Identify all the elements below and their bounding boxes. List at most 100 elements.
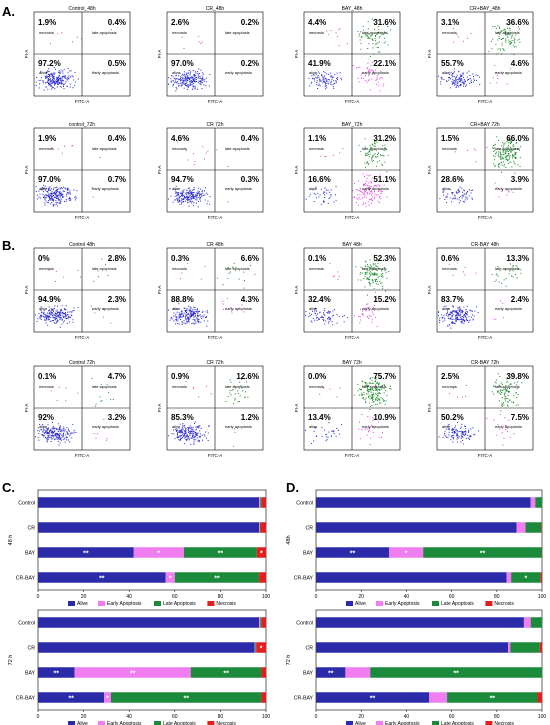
legend-label: Late Apoptosis (163, 601, 196, 607)
event-dot (449, 428, 450, 430)
event-dot (340, 77, 342, 79)
event-dot (53, 427, 55, 429)
event-dot (189, 310, 191, 312)
event-dot (326, 80, 328, 82)
event-dot (329, 72, 331, 74)
event-dot (494, 166, 496, 168)
event-dot (64, 187, 66, 189)
event-dot (185, 311, 186, 313)
event-dot (365, 154, 367, 156)
event-dot (367, 21, 369, 23)
event-dot (361, 268, 363, 269)
event-dot (186, 81, 188, 83)
event-dot (41, 189, 43, 191)
event-dot (51, 85, 52, 87)
event-dot (442, 316, 444, 318)
event-dot (364, 33, 366, 35)
event-dot (470, 436, 472, 437)
event-dot (376, 281, 378, 282)
event-dot (59, 436, 60, 438)
event-dot (320, 74, 322, 76)
event-dot (188, 439, 190, 441)
event-dot (182, 190, 184, 192)
event-dot (384, 270, 386, 272)
event-dot (459, 315, 461, 317)
event-dot (360, 190, 362, 192)
event-dot (512, 150, 514, 151)
event-dot (371, 272, 373, 274)
event-dot (174, 79, 176, 81)
event-dot (37, 430, 39, 432)
event-dot (377, 184, 379, 186)
event-dot (455, 317, 457, 319)
event-dot (390, 388, 392, 390)
event-dot (200, 69, 202, 71)
event-dot (63, 321, 64, 323)
significance-mark: ** (183, 696, 189, 703)
event-dot (498, 166, 500, 168)
event-dot (185, 438, 187, 440)
event-dot (51, 188, 53, 190)
event-dot (182, 195, 184, 197)
event-dot (309, 85, 311, 87)
event-dot (46, 432, 48, 434)
event-dot (190, 191, 192, 193)
event-dot (178, 316, 180, 318)
event-dot (368, 37, 370, 39)
event-dot (183, 48, 185, 50)
event-dot (192, 196, 194, 198)
event-dot (196, 81, 197, 83)
event-dot (454, 323, 456, 325)
event-dot (72, 432, 74, 434)
event-dot (65, 315, 67, 317)
event-dot (331, 315, 333, 317)
event-dot (193, 164, 195, 166)
event-dot (175, 428, 177, 430)
event-dot (56, 79, 58, 81)
event-dot (461, 79, 463, 81)
event-dot (189, 437, 191, 439)
event-dot (383, 149, 385, 151)
event-dot (380, 77, 382, 78)
event-dot (47, 191, 49, 193)
event-dot (511, 142, 512, 144)
pct-necrosis: 0.3% (171, 254, 189, 263)
event-dot (46, 72, 48, 74)
event-dot (465, 317, 467, 319)
event-dot (181, 75, 183, 77)
event-dot (62, 196, 64, 198)
event-dot (191, 436, 193, 438)
significance-mark: ** (218, 551, 224, 558)
event-dot (70, 432, 72, 434)
event-dot (368, 386, 370, 388)
event-dot (51, 390, 53, 392)
event-dot (174, 315, 176, 317)
event-dot (330, 317, 332, 319)
event-dot (444, 431, 446, 433)
event-dot (175, 87, 177, 89)
plot-title: control_72h (69, 122, 95, 128)
event-dot (360, 319, 362, 321)
event-dot (46, 82, 48, 83)
event-dot (313, 73, 314, 75)
event-dot (503, 163, 505, 165)
legend-swatch (68, 721, 75, 725)
event-dot (178, 83, 180, 85)
event-dot (63, 68, 65, 70)
event-dot (61, 75, 63, 77)
event-dot (497, 423, 499, 425)
event-dot (368, 278, 370, 280)
event-dot (361, 414, 363, 415)
event-dot (499, 270, 501, 272)
event-dot (55, 317, 57, 319)
event-dot (362, 204, 364, 206)
event-dot (452, 83, 453, 85)
event-dot (453, 318, 455, 320)
event-dot (65, 434, 67, 436)
event-dot (513, 162, 515, 164)
event-dot (371, 405, 373, 406)
legend-label: Early Apoptosis (107, 721, 142, 725)
event-dot (447, 425, 449, 427)
event-dot (507, 154, 509, 156)
